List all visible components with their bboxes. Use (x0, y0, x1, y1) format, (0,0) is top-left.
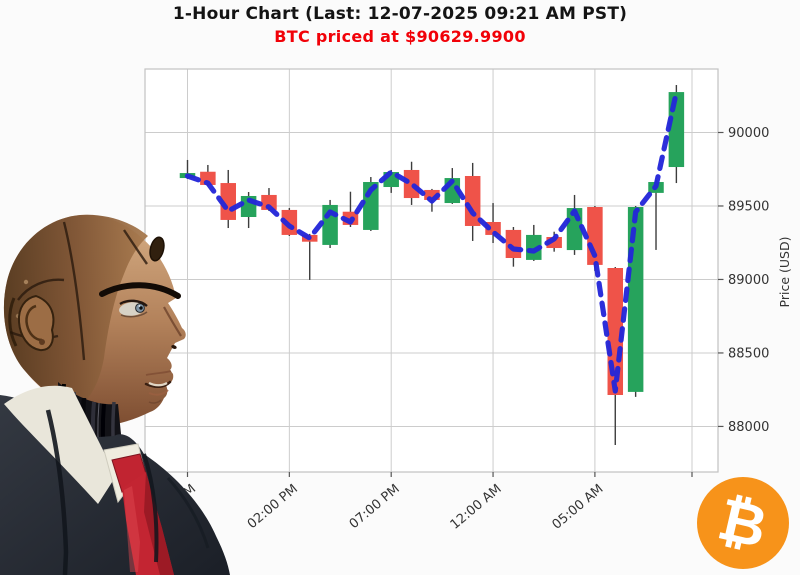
robot-illustration (0, 214, 230, 575)
robot-ear (8, 294, 55, 352)
y-tick-label: 89000 (728, 273, 769, 288)
robot-eye (119, 299, 148, 318)
nose-shadow (163, 306, 182, 337)
robot-head (3, 214, 186, 428)
eyebrow (99, 282, 181, 299)
gridlines (145, 69, 718, 472)
candle (526, 234, 542, 260)
chin-crease (148, 399, 162, 404)
red-tie (111, 453, 174, 575)
bitcoin-icon: ₿ (712, 484, 774, 562)
y-tick-label: 88000 (728, 420, 769, 435)
y-axis-labels: 88000 88500 89000 89500 90000 (718, 126, 769, 435)
lapel-edge-right (142, 453, 159, 563)
chart-title: 1-Hour Chart (Last: 12-07-2025 09:21 AM … (172, 4, 628, 24)
nostril (171, 345, 177, 349)
skull-bolt (23, 279, 29, 285)
x-tick-label: 02:00 PM (245, 482, 301, 532)
lapel-edge-left (45, 409, 69, 575)
price-subtitle: BTC priced at $90629.9900 (274, 27, 526, 46)
y-tick-label: 89500 (728, 199, 769, 214)
bitcoin-logo: ₿ (697, 477, 789, 569)
moving-average-line (184, 89, 679, 394)
suit (0, 385, 230, 575)
shirt-collar (4, 385, 116, 504)
candle (464, 175, 481, 226)
shoulder-seam (166, 476, 210, 549)
robot-skull-panels (3, 214, 149, 410)
y-tick-label: 88500 (728, 346, 769, 361)
y-tick-label: 90000 (728, 126, 769, 141)
candle (424, 189, 440, 200)
x-tick-label: 05:00 AM (550, 482, 607, 533)
forehead-emblem (149, 236, 165, 262)
x-tick-label: 07:00 PM (347, 482, 403, 532)
candle (261, 194, 277, 210)
candle (546, 236, 562, 249)
x-tick-label: 12:00 AM (448, 482, 505, 533)
skull-seam-lines (9, 221, 148, 361)
candle (505, 229, 522, 259)
y-axis-title: Price (USD) (777, 237, 792, 308)
candle (403, 169, 420, 199)
mouth (144, 370, 172, 396)
